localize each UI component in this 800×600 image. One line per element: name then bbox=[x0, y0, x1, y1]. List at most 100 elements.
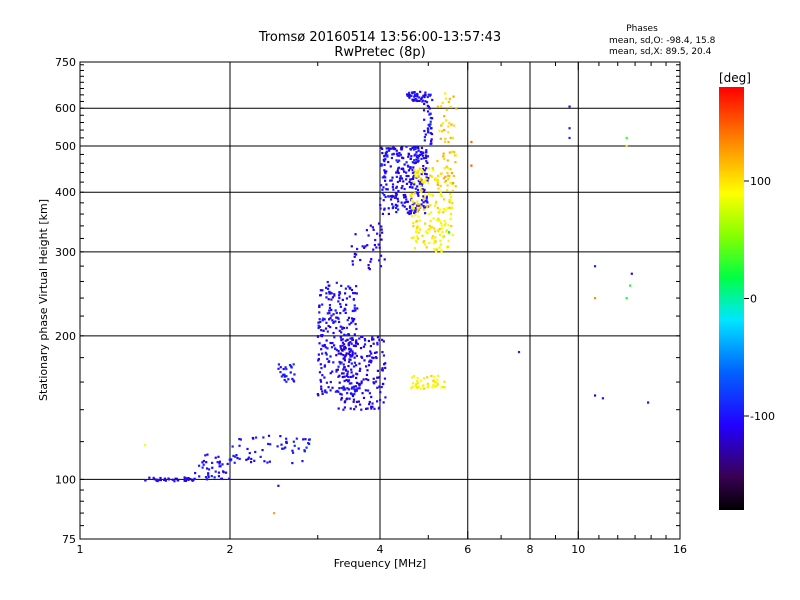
scatter-point bbox=[415, 220, 419, 223]
scatter-point bbox=[397, 189, 400, 193]
scatter-point bbox=[405, 182, 409, 185]
scatter-point bbox=[408, 95, 411, 98]
scatter-point bbox=[341, 344, 344, 347]
scatter-point bbox=[439, 184, 442, 188]
scatter-point bbox=[416, 237, 419, 240]
scatter-point bbox=[441, 101, 444, 104]
axis-ticks bbox=[79, 62, 681, 539]
scatter-point bbox=[357, 382, 360, 385]
scatter-point bbox=[321, 289, 324, 292]
scatter-point bbox=[379, 265, 383, 268]
scatter-point bbox=[208, 468, 211, 471]
scatter-point bbox=[355, 327, 358, 331]
scatter-point bbox=[365, 378, 368, 381]
scatter-point bbox=[405, 200, 408, 203]
scatter-point bbox=[417, 231, 420, 234]
scatter-point bbox=[442, 385, 445, 389]
scatter-point bbox=[425, 177, 428, 181]
scatter-point bbox=[325, 292, 328, 295]
scatter-point bbox=[372, 342, 375, 345]
scatter-point bbox=[388, 147, 391, 150]
scatter-point bbox=[400, 148, 403, 151]
scatter-point bbox=[262, 436, 265, 439]
scatter-point bbox=[447, 100, 450, 103]
scatter-point bbox=[432, 379, 435, 383]
scatter-point bbox=[347, 360, 351, 363]
scatter-point bbox=[376, 376, 379, 379]
scatter-point bbox=[285, 437, 288, 440]
scatter-point bbox=[422, 164, 425, 168]
scatter-point bbox=[184, 478, 187, 481]
scatter-point bbox=[250, 457, 253, 461]
scatter-point bbox=[320, 387, 323, 391]
scatter-point bbox=[390, 156, 394, 160]
scatter-point bbox=[417, 96, 421, 99]
scatter-point bbox=[337, 352, 340, 355]
scatter-point bbox=[426, 127, 429, 130]
scatter-point bbox=[441, 130, 444, 133]
scatter-point bbox=[411, 186, 414, 189]
scatter-point bbox=[346, 370, 349, 373]
scatter-point bbox=[396, 204, 399, 207]
scatter-point bbox=[342, 309, 345, 312]
scatter-point bbox=[325, 286, 328, 289]
scatter-point bbox=[326, 287, 330, 290]
scatter-point bbox=[318, 325, 321, 329]
scatter-point bbox=[405, 145, 408, 148]
scatter-point bbox=[292, 440, 295, 443]
scatter-point bbox=[422, 384, 425, 387]
scatter-point bbox=[434, 179, 438, 182]
scatter-point bbox=[396, 197, 399, 200]
scatter-point bbox=[448, 151, 451, 154]
scatter-point bbox=[376, 341, 379, 344]
scatter-point bbox=[420, 172, 423, 176]
scatter-point bbox=[374, 380, 378, 383]
scatter-point bbox=[339, 344, 342, 348]
scatter-point bbox=[428, 107, 431, 110]
scatter-point bbox=[429, 116, 432, 120]
scatter-point bbox=[365, 407, 368, 410]
scatter-point bbox=[233, 461, 236, 464]
scatter-point bbox=[412, 166, 415, 169]
scatter-point bbox=[423, 239, 426, 243]
scatter-point bbox=[418, 227, 421, 231]
scatter-point bbox=[433, 227, 436, 230]
scatter-point bbox=[335, 368, 338, 372]
scatter-point bbox=[351, 394, 355, 398]
scatter-point bbox=[434, 202, 438, 205]
scatter-point bbox=[395, 185, 398, 188]
scatter-point bbox=[408, 206, 412, 209]
scatter-point bbox=[433, 384, 436, 388]
scatter-point bbox=[430, 132, 434, 136]
scatter-point bbox=[213, 476, 216, 479]
scatter-point bbox=[426, 161, 429, 165]
scatter-point bbox=[427, 167, 430, 170]
scatter-point bbox=[371, 336, 374, 339]
scatter-point bbox=[326, 280, 329, 284]
x-tick-labels: 1 2 4 6 8 10 16 bbox=[77, 543, 688, 556]
scatter-point bbox=[347, 285, 350, 288]
scatter-point bbox=[352, 385, 356, 388]
scatter-point bbox=[384, 158, 387, 161]
scatter-point bbox=[353, 304, 356, 307]
scatter-point bbox=[449, 105, 452, 109]
scatter-point bbox=[517, 350, 521, 354]
scatter-point bbox=[433, 380, 437, 384]
scatter-point bbox=[326, 357, 329, 361]
scatter-point bbox=[321, 392, 324, 395]
scatter-point bbox=[376, 336, 380, 339]
scatter-point bbox=[625, 136, 628, 140]
scatter-point bbox=[418, 182, 421, 185]
scatter-point bbox=[443, 224, 447, 227]
scatter-point bbox=[205, 461, 208, 464]
scatter-point bbox=[419, 184, 422, 188]
scatter-point bbox=[317, 357, 320, 361]
scatter-point bbox=[568, 127, 571, 130]
x-axis-label: Frequency [MHz] bbox=[334, 557, 426, 570]
scatter-point bbox=[441, 236, 444, 239]
scatter-point bbox=[345, 378, 348, 382]
scatter-point bbox=[371, 356, 374, 359]
scatter-point bbox=[343, 406, 347, 409]
phase-colorbar bbox=[719, 87, 744, 510]
scatter-point bbox=[214, 470, 217, 473]
